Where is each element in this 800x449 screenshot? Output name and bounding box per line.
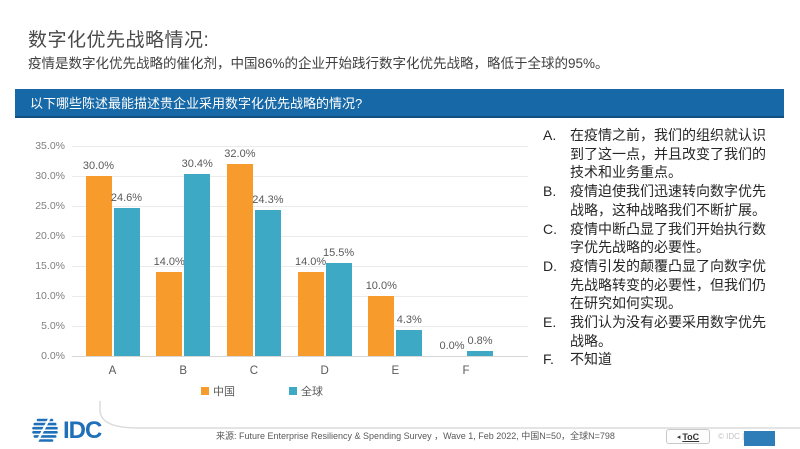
question-banner: 以下哪些陈述最能描述贵企业采用数字化优先战略的情况?	[15, 89, 784, 118]
bar-value-label: 30.4%	[181, 157, 213, 170]
y-axis-tick-label: 25.0%	[35, 200, 65, 212]
bar-value-label: 0.0%	[439, 340, 465, 352]
option-letter: F.	[543, 351, 554, 368]
legend-label: 全球	[301, 386, 323, 398]
bar-value-label: 0.8%	[467, 335, 493, 348]
gridline	[72, 176, 528, 177]
bar-china	[85, 176, 112, 356]
bar-value-label: 15.5%	[322, 247, 355, 259]
category-label: E	[391, 365, 400, 377]
y-axis-tick-label: 30.0%	[35, 170, 65, 182]
bar-value-label: 10.0%	[365, 280, 397, 292]
toc-button[interactable]: ◂ ToC	[666, 429, 710, 444]
option-letter: C.	[543, 220, 557, 237]
back-arrow-icon: ◂	[676, 433, 681, 441]
option-item: C. 疫情中断凸显了我们开始执行数字优先战略的必要性。	[543, 220, 797, 257]
bar-china	[368, 296, 395, 356]
legend-item: 全球	[289, 383, 323, 399]
y-axis-tick-label: 20.0%	[35, 230, 65, 242]
gridline	[72, 266, 528, 267]
y-axis-tick-label: 5.0%	[41, 320, 65, 332]
gridline	[72, 356, 528, 357]
legend: 中国 全球	[201, 383, 323, 399]
category-label: C	[249, 365, 259, 377]
category-label: B	[179, 365, 188, 377]
option-text: 不知道	[570, 351, 612, 368]
y-axis-tick-label: 0.0%	[41, 350, 65, 362]
page-title: 数字化优先战略情况:	[28, 30, 210, 51]
option-text: 在疫情之前，我们的组织就认识到了这一点，并且改变了我们的技术和业务重点。	[570, 127, 766, 181]
idc-logo: IDC	[30, 416, 102, 444]
category-label: A	[108, 365, 117, 377]
bar-value-label: 24.3%	[252, 194, 284, 207]
category-label: F	[462, 365, 470, 377]
gridline	[72, 206, 528, 207]
option-item: E. 我们认为没有必要采用数字优先战略。	[543, 313, 797, 350]
copyright-text: © IDC |	[718, 432, 745, 441]
bar-value-label: 24.6%	[110, 192, 143, 205]
legend-item: 中国	[201, 383, 235, 399]
globe-icon	[32, 417, 58, 444]
bar-value-label: 32.0%	[224, 148, 256, 160]
idc-logo-text: IDC	[63, 416, 102, 444]
option-letter: B.	[543, 183, 557, 200]
bar-global	[113, 208, 140, 356]
source-text: 来源: Future Enterprise Resiliency & Spend…	[216, 431, 615, 441]
bar-value-label: 4.3%	[396, 314, 422, 327]
bar-value-label: 14.0%	[294, 256, 327, 268]
option-text: 疫情迫使我们迅速转向数字优先战略，这种战略我们不断扩展。	[570, 183, 766, 218]
bar-china	[297, 272, 324, 356]
bar-value-label: 14.0%	[153, 256, 185, 268]
bar-global	[325, 263, 352, 356]
option-text: 我们认为没有必要采用数字优先战略。	[570, 314, 766, 349]
category-label: D	[320, 365, 329, 377]
option-item: D. 疫情引发的颠覆凸显了向数字优先战略转变的必要性，但我们仍在研究如何实现。	[543, 257, 797, 313]
gridline	[72, 236, 528, 237]
option-item: A. 在疫情之前，我们的组织就认识到了这一点，并且改变了我们的技术和业务重点。	[543, 126, 797, 182]
bar-global	[184, 173, 211, 356]
legend-swatch	[201, 387, 209, 395]
bar-value-label: 30.0%	[82, 160, 115, 172]
option-text: 疫情引发的颠覆凸显了向数字优先战略转变的必要性，但我们仍在研究如何实现。	[570, 257, 766, 312]
option-letter: A.	[543, 127, 557, 143]
bar-china	[156, 272, 183, 356]
page-number-box	[744, 431, 775, 446]
question-banner-text: 以下哪些陈述最能描述贵企业采用数字化优先战略的情况?	[30, 96, 363, 111]
y-axis-tick-label: 35.0%	[35, 140, 65, 152]
bar-global	[467, 351, 493, 356]
option-item: B. 疫情迫使我们迅速转向数字优先战略，这种战略我们不断扩展。	[543, 182, 797, 219]
option-letter: E.	[543, 314, 557, 331]
options-list: A. 在疫情之前，我们的组织就认识到了这一点，并且改变了我们的技术和业务重点。 B.…	[543, 126, 797, 369]
option-letter: D.	[543, 257, 557, 274]
gridline	[72, 146, 528, 147]
y-axis-tick-label: 10.0%	[35, 290, 65, 302]
bar-chart: 35.0% 30.0% 25.0% 20.0% 15.0% 10.0% 5.0% 0.0% 30…	[15, 132, 545, 404]
bar-global	[396, 330, 423, 356]
option-text: 疫情中断凸显了我们开始执行数字优先战略的必要性。	[570, 220, 766, 256]
toc-button-label: ToC	[682, 431, 700, 442]
y-axis-tick-label: 15.0%	[35, 260, 65, 272]
legend-label: 中国	[213, 386, 235, 398]
option-item: F. 不知道	[543, 350, 797, 369]
bar-global	[254, 210, 281, 356]
page-subtitle: 疫情是数字化优先战略的催化剂，中国86%的企业开始践行数字化优先战略，略低于全球…	[28, 56, 609, 71]
bar-china	[226, 164, 253, 356]
legend-swatch	[289, 387, 297, 395]
